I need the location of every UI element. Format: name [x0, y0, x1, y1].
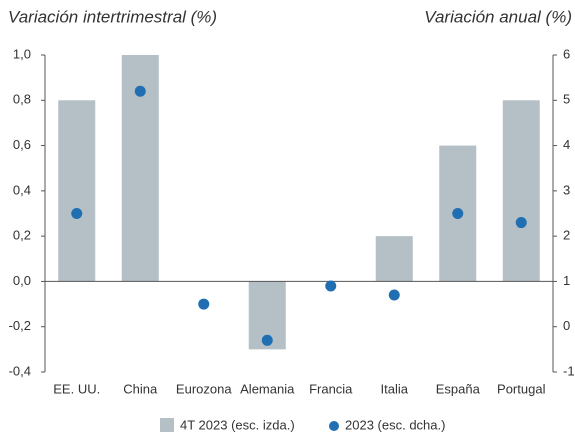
right-axis-title: Variación anual (%) [424, 7, 572, 26]
dot [71, 208, 83, 219]
y2-tick-label: 2 [563, 228, 570, 243]
x-tick-label: España [436, 381, 481, 396]
y2-tick-label: 6 [563, 46, 570, 61]
bar [502, 100, 540, 282]
dot [198, 298, 210, 310]
dot [134, 85, 146, 97]
legend-swatch [160, 418, 174, 432]
x-tick-label: Alemania [240, 381, 295, 396]
y-tick-label: 0,8 [13, 92, 31, 107]
x-tick-label: China [123, 381, 158, 396]
dot [388, 289, 400, 301]
y-tick-label: 0,2 [13, 228, 31, 243]
y-tick-label: 0,4 [13, 182, 31, 197]
y2-tick-label: 3 [563, 182, 570, 197]
y-tick-label: 1,0 [13, 46, 31, 61]
y2-tick-label: 1 [563, 273, 570, 288]
legend-swatch [329, 421, 339, 431]
x-tick-label: Italia [381, 381, 409, 396]
y2-tick-label: 0 [563, 318, 570, 333]
x-tick-label: EE. UU. [53, 381, 100, 396]
legend-label: 2023 (esc. dcha.) [345, 417, 445, 432]
x-tick-label: Portugal [497, 381, 546, 396]
y2-tick-label: 4 [563, 137, 570, 152]
y-tick-label: -0,4 [9, 363, 31, 378]
y2-tick-label: -1 [563, 363, 575, 378]
y-tick-label: 0,0 [13, 273, 31, 288]
y-tick-label: -0,2 [9, 318, 31, 333]
dot [452, 208, 464, 219]
left-axis-title: Variación intertrimestral (%) [8, 7, 217, 26]
dot [325, 280, 337, 292]
bar [58, 100, 96, 282]
dot [261, 334, 273, 346]
dot [515, 217, 527, 229]
x-tick-label: Eurozona [176, 381, 232, 396]
y-tick-label: 0,6 [13, 137, 31, 152]
y2-tick-label: 5 [563, 92, 570, 107]
bar [375, 236, 413, 282]
x-tick-label: Francia [309, 381, 353, 396]
legend-label: 4T 2023 (esc. izda.) [180, 417, 295, 432]
